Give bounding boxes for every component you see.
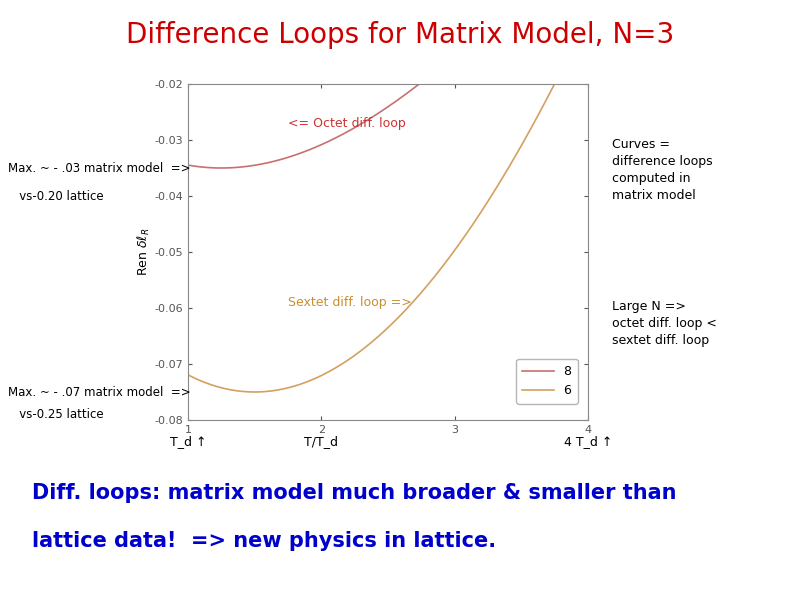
Text: T/T_d: T/T_d [304, 435, 338, 448]
Text: Max. ~ - .07 matrix model  =>: Max. ~ - .07 matrix model => [8, 385, 190, 398]
Text: T_d ↑: T_d ↑ [170, 435, 206, 448]
Text: 4 T_d ↑: 4 T_d ↑ [564, 435, 612, 448]
Text: Sextet diff. loop =>: Sextet diff. loop => [288, 296, 412, 309]
Text: Large N =>
octet diff. loop <
sextet diff. loop: Large N => octet diff. loop < sextet dif… [612, 300, 717, 347]
Text: vs-0.25 lattice: vs-0.25 lattice [8, 408, 104, 421]
Text: Diff. loops: matrix model much broader & smaller than: Diff. loops: matrix model much broader &… [32, 483, 677, 503]
Legend: 8, 6: 8, 6 [516, 359, 578, 404]
Text: vs-0.20 lattice: vs-0.20 lattice [8, 190, 104, 202]
Text: lattice data!  => new physics in lattice.: lattice data! => new physics in lattice. [32, 531, 496, 551]
Text: Curves =
difference loops
computed in
matrix model: Curves = difference loops computed in ma… [612, 138, 713, 202]
Y-axis label: Ren $\delta\ell_R$: Ren $\delta\ell_R$ [135, 228, 152, 276]
Text: Difference Loops for Matrix Model, N=3: Difference Loops for Matrix Model, N=3 [126, 21, 674, 49]
Text: Max. ~ - .03 matrix model  =>: Max. ~ - .03 matrix model => [8, 161, 190, 175]
Text: <= Octet diff. loop: <= Octet diff. loop [288, 116, 406, 130]
